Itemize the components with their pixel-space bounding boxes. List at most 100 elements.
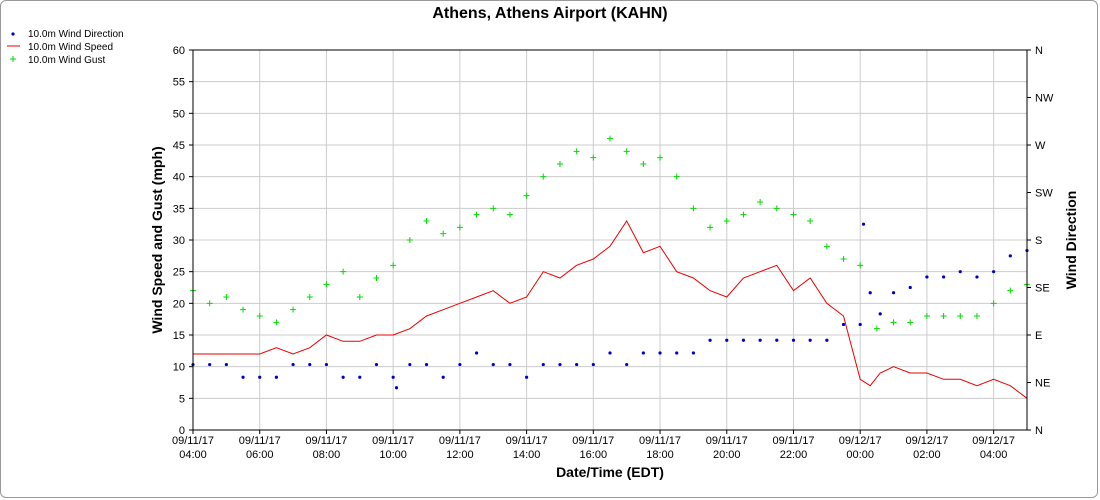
- y2-tick-label: NE: [1035, 378, 1050, 390]
- wind-direction-point: [791, 338, 796, 342]
- y-tick-label: 30: [173, 235, 185, 247]
- legend-label-wind-gust: 10.0m Wind Gust: [28, 55, 105, 66]
- x-tick-time: 06:00: [246, 449, 274, 461]
- y2-tick-label: W: [1035, 140, 1046, 152]
- wind-direction-point: [608, 351, 612, 355]
- x-tick-time: 04:00: [980, 449, 1008, 461]
- y2-tick-label: SW: [1035, 188, 1053, 200]
- y-tick-label: 25: [173, 267, 185, 279]
- y-tick-label: 10: [173, 362, 185, 374]
- x-tick-date: 09/11/17: [772, 435, 814, 447]
- wind-gust-point: [306, 294, 313, 300]
- wind-direction-point: [525, 375, 529, 379]
- wind-direction-point: [975, 275, 979, 279]
- wind-direction-point: [575, 362, 579, 367]
- wind-direction-point: [925, 275, 929, 279]
- wind-direction-point: [891, 291, 896, 295]
- wind-gust-point: [940, 313, 947, 319]
- wind-direction-point: [825, 338, 829, 342]
- wind-gust-point: [540, 173, 547, 180]
- x-tick-time: 16:00: [580, 449, 608, 461]
- wind-direction-point: [591, 362, 595, 367]
- wind-direction-point: [208, 362, 212, 367]
- x-tick-time: 00:00: [846, 449, 874, 461]
- y-tick-label: 20: [173, 298, 185, 310]
- wind-gust-point: [840, 256, 847, 262]
- wind-direction-point: [458, 362, 462, 367]
- x-tick-time: 12:00: [446, 449, 474, 461]
- x-tick-date: 09/11/17: [506, 435, 548, 447]
- legend: 10.0m Wind Direction 10.0m Wind Speed 10…: [7, 29, 124, 66]
- wind-gust-point: [340, 268, 347, 275]
- wind-direction-point: [558, 362, 562, 367]
- wind-gust-point: [973, 313, 980, 319]
- wind-direction-point: [725, 338, 729, 342]
- wind-direction-point: [841, 322, 846, 327]
- y2-tick-label: S: [1035, 235, 1042, 247]
- wind-gust-point: [673, 173, 680, 180]
- wind-gust-point: [623, 148, 630, 155]
- wind-direction-point: [324, 362, 329, 367]
- wind-gust-point: [523, 192, 530, 199]
- y2-tick-label: SE: [1035, 283, 1050, 295]
- y-tick-label: 35: [173, 203, 185, 215]
- wind-direction-point: [908, 285, 912, 290]
- wind-gust-point: [823, 243, 830, 250]
- chart-title: Athens, Athens Airport (KAHN): [432, 5, 667, 22]
- wind-direction-point: [341, 375, 345, 379]
- series-wind-direction: [191, 222, 1029, 390]
- wind-gust-point: [923, 313, 930, 319]
- wind-gust-point: [323, 281, 330, 288]
- x-tick-date: 09/12/17: [972, 435, 1015, 447]
- wind-gust-point: [873, 325, 880, 332]
- y-tick-label: 45: [173, 140, 185, 152]
- x-tick-time: 08:00: [313, 449, 341, 461]
- grid: [192, 49, 1027, 431]
- wind-gust-point: [573, 148, 580, 155]
- legend-swatch-wind-gust: [10, 56, 16, 62]
- x-tick-time: 10:00: [379, 449, 407, 461]
- x-tick-date: 09/11/17: [639, 435, 681, 447]
- x-axis-title: Date/Time (EDT): [556, 464, 664, 480]
- series-wind-gust: [190, 135, 1030, 332]
- wind-gust-point: [556, 161, 563, 167]
- wind-direction-point: [508, 362, 512, 367]
- x-tick-date: 09/12/17: [906, 435, 949, 447]
- wind-direction-point: [274, 375, 278, 379]
- wind-gust-point: [206, 300, 213, 307]
- y-tick-label: 40: [173, 172, 185, 184]
- wind-gust-point: [707, 224, 714, 231]
- wind-gust-point: [223, 294, 230, 300]
- wind-gust-point: [690, 205, 697, 212]
- x-tick-date: 09/11/17: [439, 435, 481, 447]
- wind-gust-point: [807, 218, 814, 224]
- wind-direction-point: [992, 270, 996, 274]
- y2-axis-ticks: N NE E SE S SW W NW N: [1027, 45, 1054, 437]
- wind-direction-point: [308, 362, 312, 367]
- wind-gust-point: [490, 205, 497, 212]
- wind-direction-point: [541, 362, 545, 367]
- wind-gust-point: [640, 161, 647, 167]
- wind-direction-point: [394, 386, 399, 390]
- y-tick-label: 50: [173, 108, 185, 120]
- y-tick-label: 55: [173, 77, 185, 89]
- wind-gust-point: [240, 306, 247, 313]
- wind-gust-point: [440, 230, 447, 237]
- legend-label-wind-direction: 10.0m Wind Direction: [28, 29, 124, 40]
- wind-direction-point: [224, 362, 228, 367]
- wind-direction-point: [358, 375, 362, 379]
- wind-direction-point: [758, 338, 762, 342]
- wind-direction-point: [1008, 254, 1012, 258]
- x-tick-time: 20:00: [713, 449, 741, 461]
- wind-direction-point: [808, 338, 812, 342]
- wind-gust-point: [723, 218, 730, 224]
- x-tick-date: 09/11/17: [239, 435, 281, 447]
- wind-direction-point: [291, 362, 295, 367]
- x-tick-date: 09/11/17: [172, 435, 214, 447]
- wind-gust-point: [607, 135, 613, 142]
- x-axis-ticks: 09/11/17 04:00 09/11/17 06:00 09/11/17 08:00 0…: [172, 430, 1015, 461]
- x-tick-time: 14:00: [513, 449, 541, 461]
- wind-gust-point: [757, 199, 764, 205]
- wind-speed-line: [193, 220, 1028, 399]
